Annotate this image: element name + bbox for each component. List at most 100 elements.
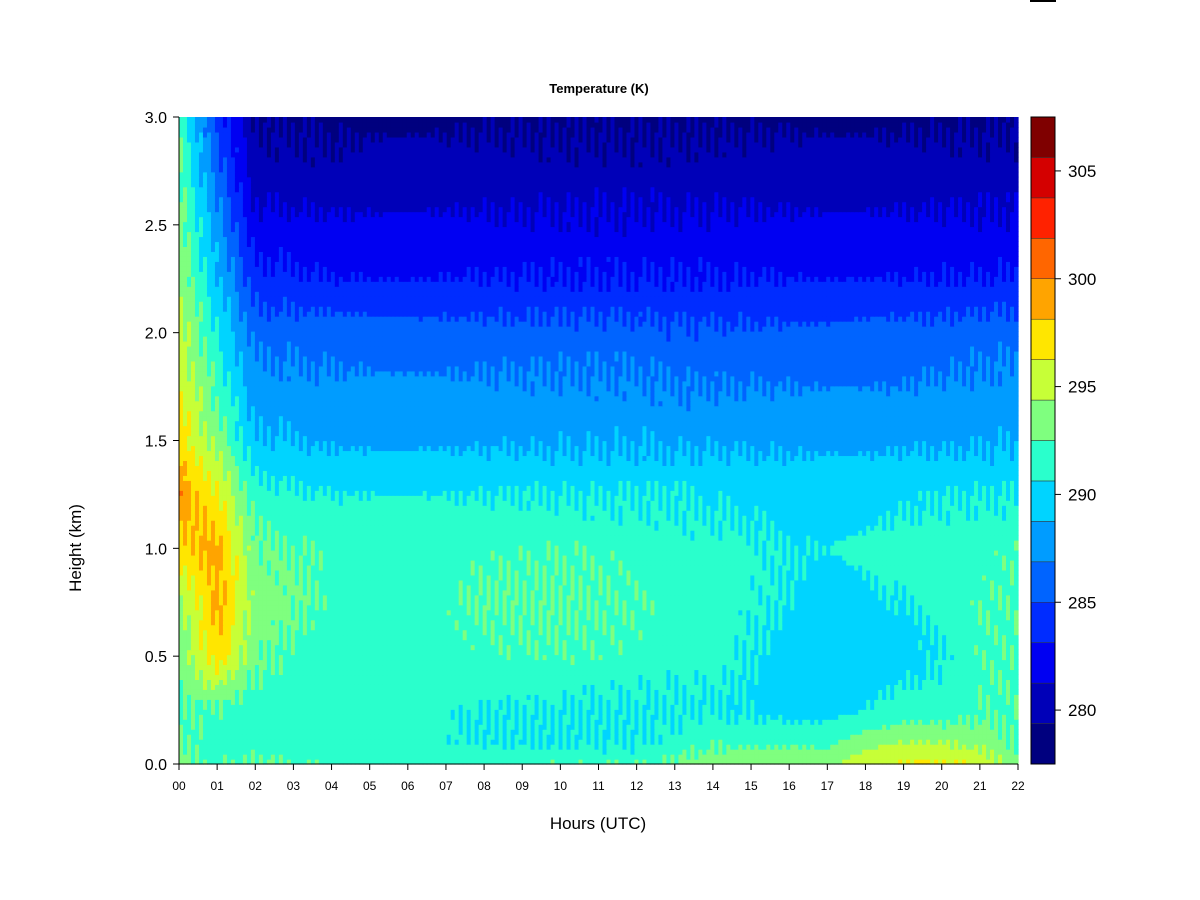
heatmap-cell (794, 744, 799, 750)
heatmap-cell (226, 734, 232, 740)
heatmap-cell (246, 699, 252, 705)
heatmap-cell (394, 644, 400, 651)
heatmap-cell (482, 679, 488, 685)
heatmap-cell (183, 734, 188, 740)
heatmap-cell (618, 714, 624, 720)
heatmap-cell (378, 739, 384, 745)
heatmap-cell (554, 749, 560, 755)
heatmap-cell (278, 704, 284, 710)
heatmap-cell (722, 734, 727, 740)
heatmap-cell (366, 694, 372, 700)
heatmap-cell (206, 759, 212, 765)
heatmap-cell (414, 749, 420, 755)
heatmap-cell (718, 679, 723, 685)
heatmap-cell (802, 674, 807, 680)
heatmap-cell (246, 654, 252, 661)
heatmap-cell (486, 739, 492, 745)
heatmap-cell (742, 719, 747, 725)
heatmap-cell (890, 664, 895, 671)
heatmap-cell (810, 654, 815, 661)
heatmap-cell (234, 699, 240, 705)
heatmap-cell (1002, 759, 1007, 765)
chart-title: Temperature (K) (549, 81, 648, 96)
heatmap-cell (226, 684, 232, 690)
heatmap-cell (374, 669, 380, 676)
heatmap-cell (410, 709, 416, 715)
heatmap-cell (510, 714, 516, 720)
heatmap-cell (1006, 704, 1011, 710)
heatmap-cell (962, 669, 967, 676)
heatmap-cell (722, 649, 727, 656)
heatmap-cell (686, 699, 691, 705)
heatmap-cell (590, 694, 596, 700)
heatmap-cell (406, 734, 412, 740)
heatmap-cell (398, 719, 404, 725)
heatmap-cell (690, 729, 695, 735)
heatmap-cell (246, 679, 252, 685)
heatmap-cell (502, 669, 508, 676)
heatmap-cell (230, 649, 236, 656)
heatmap-cell (674, 699, 680, 705)
heatmap-cell (179, 704, 184, 710)
heatmap-cell (954, 704, 959, 710)
heatmap-cell (183, 744, 188, 750)
heatmap-cell (626, 754, 632, 760)
heatmap-cell (438, 749, 444, 755)
heatmap-cell (406, 649, 412, 656)
heatmap-cell (946, 689, 951, 695)
heatmap-cell (310, 709, 316, 715)
heatmap-cell (630, 699, 636, 705)
heatmap-cell (282, 669, 288, 676)
heatmap-cell (414, 674, 420, 680)
heatmap-cell (382, 729, 388, 735)
heatmap-cell (518, 699, 524, 705)
heatmap-cell (742, 714, 747, 720)
heatmap-cell (510, 744, 516, 750)
heatmap-cell (506, 649, 512, 656)
heatmap-cell (330, 689, 336, 695)
heatmap-cell (1010, 669, 1015, 676)
heatmap-cell (550, 644, 556, 651)
heatmap-cell (798, 729, 803, 735)
heatmap-cell (786, 684, 791, 690)
heatmap-cell (538, 689, 544, 695)
heatmap-cell (854, 704, 859, 710)
heatmap-cell (210, 699, 216, 705)
heatmap-cell (966, 739, 971, 745)
heatmap-cell (538, 744, 544, 750)
heatmap-cell (558, 744, 564, 750)
heatmap-cell (906, 674, 911, 680)
heatmap-cell (674, 694, 680, 700)
heatmap-cell (978, 714, 983, 720)
heatmap-cell (682, 744, 687, 750)
heatmap-cell (179, 734, 184, 740)
heatmap-cell (426, 709, 432, 715)
heatmap-cell (534, 659, 540, 666)
heatmap-cell (190, 759, 196, 765)
heatmap-cell (714, 724, 719, 730)
heatmap-cell (778, 664, 783, 671)
heatmap-cell (930, 664, 935, 671)
heatmap-cell (410, 749, 416, 755)
heatmap-cell (942, 709, 947, 715)
heatmap-cell (750, 679, 755, 685)
heatmap-cell (314, 754, 320, 760)
heatmap-cell (502, 654, 508, 661)
heatmap-cell (762, 644, 767, 651)
heatmap-cell (390, 674, 396, 680)
heatmap-cell (434, 739, 440, 745)
heatmap-cell (950, 714, 955, 720)
heatmap-cell (686, 674, 691, 680)
heatmap-cell (750, 699, 755, 705)
heatmap-cell (698, 669, 703, 676)
heatmap-cell (266, 709, 272, 715)
heatmap-cell (286, 659, 292, 666)
heatmap-cell (706, 689, 711, 695)
heatmap-cell (634, 699, 640, 705)
heatmap-cell (938, 709, 943, 715)
heatmap-cell (534, 644, 540, 651)
heatmap-cell (246, 734, 252, 740)
heatmap-cell (814, 729, 819, 735)
heatmap-cell (902, 719, 907, 725)
heatmap-cell (594, 649, 600, 656)
